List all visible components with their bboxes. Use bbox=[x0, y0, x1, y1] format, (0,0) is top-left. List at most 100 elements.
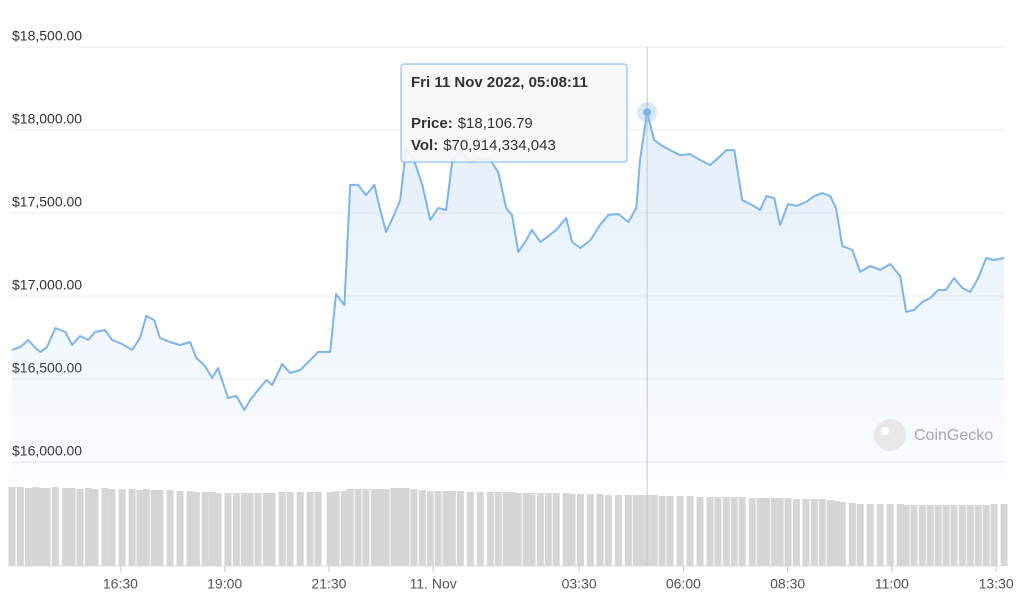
volume-bar bbox=[632, 495, 640, 566]
watermark-icon bbox=[874, 419, 906, 451]
volume-bar bbox=[36, 488, 44, 566]
volume-bar bbox=[31, 487, 39, 566]
volume-bar bbox=[268, 493, 276, 566]
volume-bar bbox=[1000, 504, 1008, 566]
x-tick-label: 21:30 bbox=[311, 576, 346, 592]
volume-bar bbox=[614, 495, 622, 566]
volume-bar bbox=[576, 494, 584, 566]
volume-bar bbox=[902, 505, 910, 566]
volume-bar bbox=[296, 492, 304, 566]
volume-bar bbox=[974, 505, 982, 566]
volume-bar bbox=[876, 504, 884, 566]
y-tick-label: $17,500.00 bbox=[12, 194, 82, 210]
volume-bar bbox=[16, 487, 24, 566]
volume-bar bbox=[101, 488, 109, 566]
tooltip-vol: Vol: $70,914,334,043 bbox=[411, 137, 556, 154]
volume-bar bbox=[354, 489, 362, 566]
watermark-eye bbox=[881, 427, 889, 435]
volume-bar bbox=[346, 489, 354, 566]
volume-bar bbox=[456, 491, 464, 566]
volume-bar bbox=[848, 503, 856, 566]
volume-bar bbox=[426, 491, 434, 566]
volume-bar bbox=[410, 489, 418, 566]
tooltip-vol-value: $70,914,334,043 bbox=[443, 137, 556, 154]
watermark-text: CoinGecko bbox=[914, 427, 993, 444]
volume-bar bbox=[382, 489, 390, 566]
volume-bar bbox=[802, 499, 810, 566]
volume-bar bbox=[434, 491, 442, 566]
volume-bar bbox=[118, 489, 126, 566]
volume-bar bbox=[896, 504, 904, 566]
x-tick-label: 06:00 bbox=[666, 576, 701, 592]
volume-bar bbox=[370, 489, 378, 566]
volume-bar bbox=[934, 505, 942, 566]
volume-bar bbox=[624, 495, 632, 566]
volume-bar bbox=[76, 489, 84, 566]
volume-bar bbox=[636, 495, 644, 566]
volume-bar bbox=[522, 493, 530, 566]
x-tick-label: 11. Nov bbox=[410, 576, 457, 592]
volume-bar bbox=[982, 505, 990, 566]
volume-bar bbox=[128, 489, 136, 566]
volume-bar bbox=[784, 498, 792, 566]
volume-bar bbox=[666, 496, 674, 566]
volume-bar bbox=[418, 490, 426, 566]
volume-bar bbox=[466, 492, 474, 566]
volume-bar bbox=[502, 492, 510, 566]
volume-bar bbox=[201, 492, 209, 566]
volume-bar bbox=[650, 495, 658, 566]
volume-bar bbox=[150, 490, 158, 566]
volume-bar bbox=[362, 489, 370, 566]
volume-bar bbox=[748, 498, 756, 566]
volume-bar bbox=[696, 497, 704, 566]
volume-bar bbox=[730, 497, 738, 566]
volume-bar bbox=[486, 492, 494, 566]
volume-bar bbox=[286, 492, 294, 566]
volume-bar bbox=[738, 497, 746, 566]
volume-bar bbox=[494, 492, 502, 566]
x-tick-label: 13:30 bbox=[979, 576, 1014, 592]
volume-bar bbox=[476, 492, 484, 566]
x-tick-label: 11:00 bbox=[875, 576, 909, 592]
volume-bar bbox=[508, 492, 516, 566]
hover-point bbox=[643, 108, 652, 117]
volume-bar bbox=[278, 492, 286, 566]
volume-bar bbox=[770, 498, 778, 566]
volume-bar bbox=[166, 490, 174, 566]
volume-bar bbox=[886, 504, 894, 566]
volume-bar bbox=[306, 492, 314, 566]
volume-bars bbox=[8, 487, 1008, 566]
hover bbox=[637, 47, 658, 566]
price-line bbox=[11, 111, 1005, 411]
volume-bar bbox=[24, 488, 32, 566]
volume-bar bbox=[448, 491, 456, 566]
volume-bar bbox=[8, 487, 16, 566]
volume-bar bbox=[942, 505, 950, 566]
tooltip-box bbox=[400, 63, 628, 163]
volume-bar bbox=[246, 493, 254, 566]
volume-bar bbox=[810, 499, 818, 566]
volume-bar bbox=[340, 491, 348, 566]
volume-bar bbox=[108, 489, 116, 566]
tooltip-price: Price: $18,106.79 bbox=[411, 115, 533, 132]
volume-bar bbox=[442, 491, 450, 566]
volume-bar bbox=[676, 496, 684, 566]
volume-bar bbox=[918, 505, 926, 566]
volume-bar bbox=[562, 493, 570, 566]
volume-bar bbox=[818, 499, 826, 566]
volume-bar bbox=[396, 488, 404, 566]
volume-bar bbox=[254, 493, 262, 566]
volume-bar bbox=[51, 487, 59, 566]
volume-bar bbox=[528, 493, 536, 566]
x-tick-label: 19:00 bbox=[207, 576, 242, 592]
volume-bar bbox=[826, 500, 834, 566]
volume-bar bbox=[91, 489, 99, 566]
volume-bar bbox=[186, 491, 194, 566]
volume-bar bbox=[390, 488, 398, 566]
volume-bar bbox=[314, 492, 322, 566]
volume-bar bbox=[966, 505, 974, 566]
volume-bar bbox=[136, 490, 144, 566]
volume-bar bbox=[686, 496, 694, 566]
